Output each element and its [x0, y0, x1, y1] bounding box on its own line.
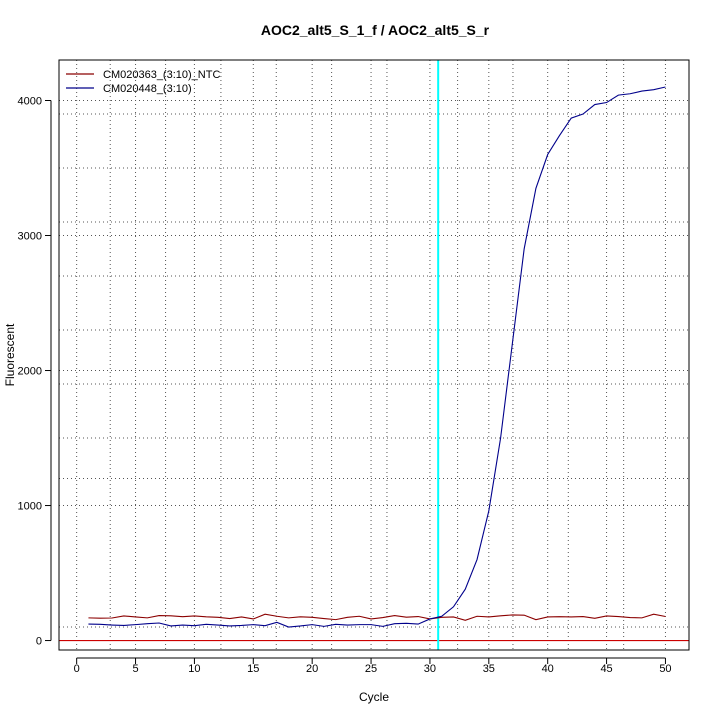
x-tick-label: 50	[659, 663, 671, 675]
y-tick-label: 3000	[18, 231, 42, 243]
legend-label: CM020363_(3:10)_NTC	[103, 69, 220, 81]
x-tick-label: 20	[306, 663, 318, 675]
y-tick-label: 0	[36, 636, 42, 648]
chart-title: AOC2_alt5_S_1_f / AOC2_alt5_S_r	[261, 22, 490, 38]
x-axis-label: Cycle	[359, 690, 389, 704]
series-line-1	[88, 613, 666, 621]
legend-label: CM020448_(3:10)	[103, 83, 192, 95]
y-tick-label: 1000	[18, 501, 42, 513]
x-tick-label: 40	[542, 663, 554, 675]
plot-frame	[58, 59, 690, 651]
x-tick-label: 30	[424, 663, 436, 675]
x-tick-label: 5	[132, 663, 138, 675]
plot-lines	[59, 60, 689, 650]
axes: 0 5 10 15 20 25 30 35 40 45 50 0 1000 2000 3000 4000	[18, 96, 672, 675]
x-tick-label: 15	[247, 663, 259, 675]
x-tick-label: 25	[365, 663, 377, 675]
x-tick-label: 45	[600, 663, 612, 675]
x-tick-label: 10	[188, 663, 200, 675]
x-tick-label: 35	[483, 663, 495, 675]
y-tick-label: 4000	[18, 96, 42, 108]
series-line-2	[88, 86, 666, 628]
y-axis-label: Fluorescent	[3, 323, 17, 386]
x-tick-label: 0	[74, 663, 80, 675]
y-tick-label: 2000	[18, 366, 42, 378]
grid	[59, 60, 689, 650]
legend: CM020363_(3:10)_NTC CM020448_(3:10)	[66, 69, 220, 95]
